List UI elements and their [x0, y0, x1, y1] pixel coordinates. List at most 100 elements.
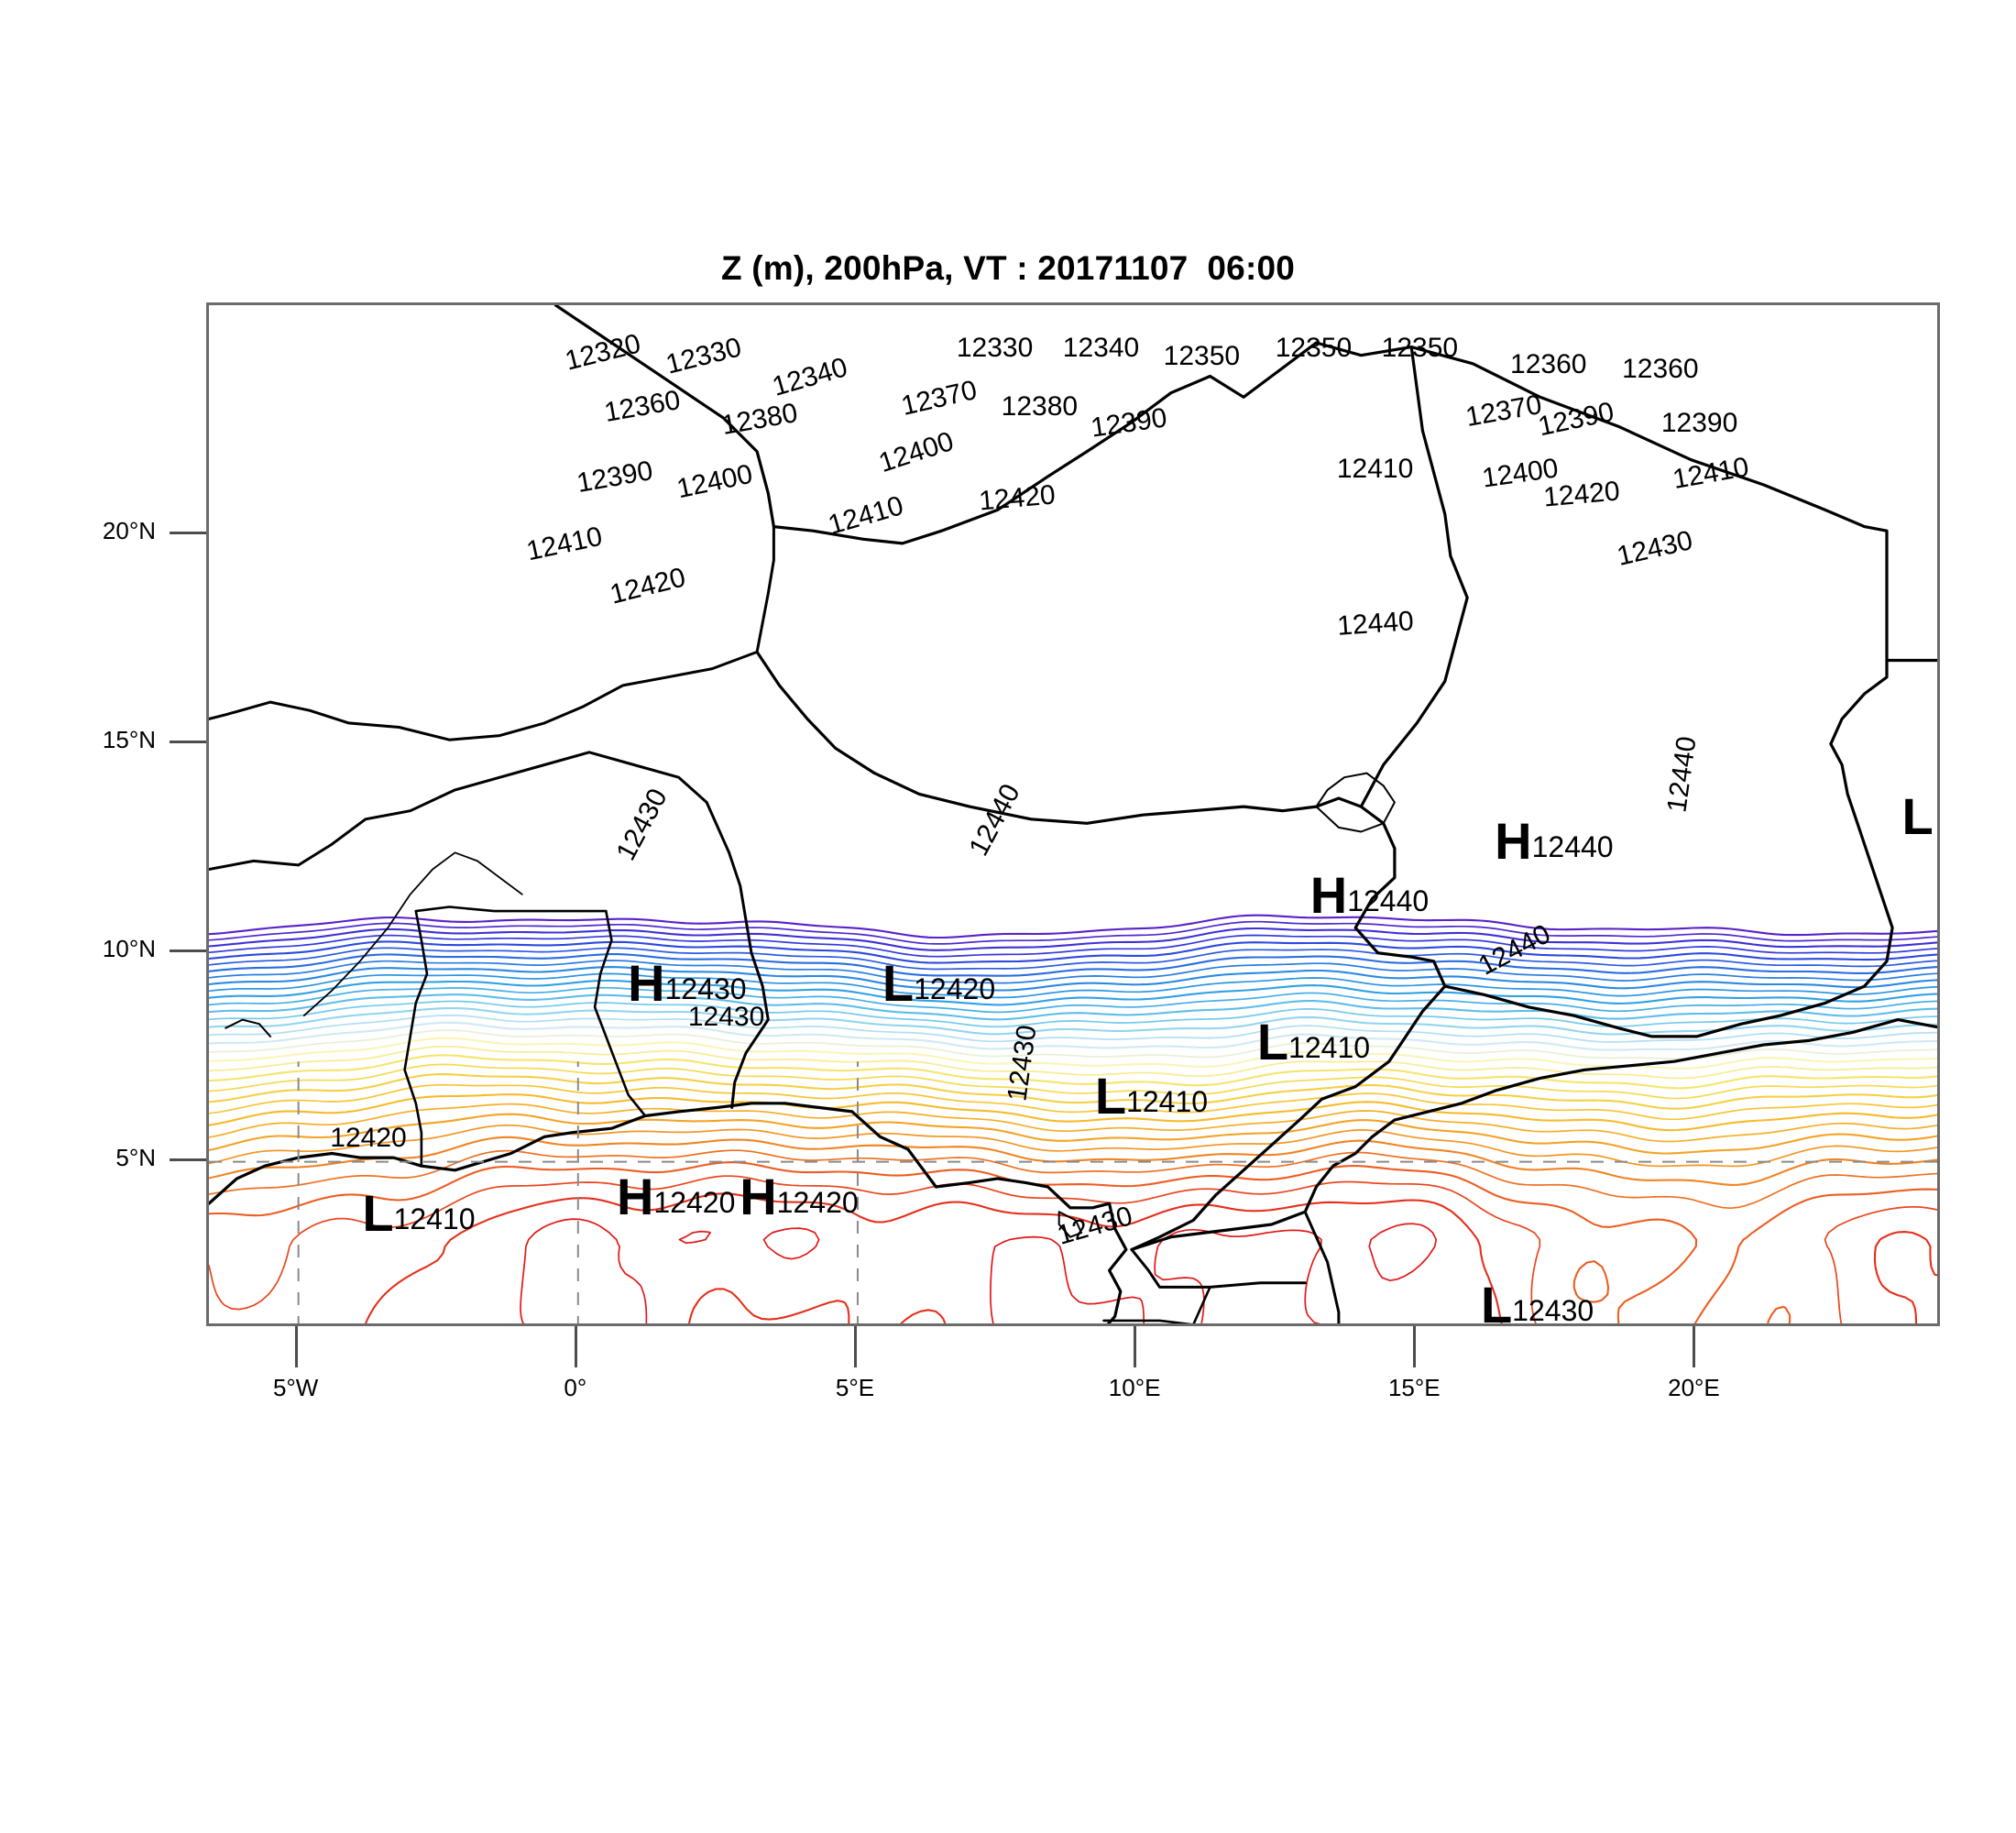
extremum-glyph: L: [1901, 786, 1934, 845]
extremum-marker-l: L12410: [1095, 1070, 1208, 1122]
map-boundary: [1443, 658, 1894, 1038]
contour-line: [1154, 1228, 1322, 1323]
x-axis-tick-label: 10°E: [1108, 1374, 1161, 1401]
y-tick-mark: [170, 531, 206, 534]
contour-line: [209, 947, 1937, 971]
page-title: Z (m), 200hPa, VT : 20171107 06:00: [720, 249, 1296, 287]
extremum-glyph: L: [1094, 1067, 1127, 1125]
contour-line: [209, 927, 1937, 951]
x-tick-mark: [853, 1326, 857, 1367]
contour-line: [762, 1227, 820, 1260]
contour-label: 12350: [1163, 341, 1241, 372]
extremum-marker-l: L12410: [362, 1187, 476, 1239]
contour-line: [1767, 1305, 1791, 1323]
contour-label: 12390: [1660, 408, 1738, 439]
contour-line: [209, 953, 1937, 977]
contour-line: [1572, 1260, 1610, 1303]
extremum-marker-h: H12430: [628, 958, 746, 1009]
extremum-value: 12420: [653, 1185, 736, 1219]
x-tick-mark: [1693, 1326, 1696, 1367]
map-boundary: [209, 751, 731, 871]
contour-line: [209, 1006, 1937, 1036]
extremum-glyph: H: [1309, 866, 1348, 925]
contour-line: [209, 1000, 1937, 1028]
extremum-marker-h: H12420: [617, 1170, 736, 1223]
contour-line: [209, 1093, 1937, 1132]
contour-line: [209, 920, 1937, 945]
contour-label: 12420: [330, 1122, 407, 1153]
contour-label: 12410: [1336, 454, 1414, 485]
contour-line: [209, 940, 1937, 964]
map-boundary: [403, 909, 429, 1168]
y-axis-tick-label: 5°N: [115, 1143, 156, 1171]
contour-label: 12420: [1542, 476, 1622, 513]
contour-line: [209, 1161, 1698, 1323]
extremum-value: 12410: [1288, 1030, 1371, 1064]
contour-label: 12430: [687, 1001, 765, 1032]
map-boundary: [755, 650, 1447, 1251]
extremum-value: 12410: [393, 1202, 476, 1235]
extremum-marker-l: L12430: [1481, 1279, 1594, 1331]
x-axis-tick-label: 5°E: [835, 1374, 875, 1401]
contour-line: [209, 914, 1937, 939]
extremum-value: 12440: [1531, 830, 1614, 864]
contour-label: 12350: [1275, 333, 1353, 364]
contour-line: [990, 1235, 1145, 1323]
contour-line: [209, 1037, 1937, 1070]
y-axis-tick-label: 20°N: [102, 516, 156, 544]
contour-line: [209, 1136, 1937, 1186]
contour-line: [209, 993, 1937, 1021]
map-boundaries: [209, 305, 1937, 1323]
contour-line: [1873, 1231, 1937, 1323]
contour-line: [1368, 1223, 1438, 1282]
map-boundary: [1130, 1247, 1307, 1289]
y-axis-tick-label: 10°N: [102, 934, 156, 962]
contour-line: [1693, 1188, 1937, 1323]
map-boundary: [414, 906, 608, 913]
contour-line: [209, 1149, 1937, 1210]
extremum-value: 12440: [1347, 884, 1430, 918]
contour-line: [209, 934, 1937, 958]
contour-lines: [209, 914, 1937, 1323]
map-boundary: [302, 851, 523, 1016]
map-boundary: [728, 851, 770, 1109]
x-axis-tick-label: 20°E: [1668, 1374, 1720, 1401]
extremum-marker-h: H12420: [740, 1167, 859, 1225]
contour-label: 12340: [1062, 333, 1140, 364]
contour-line: [209, 1103, 1937, 1143]
contour-line: [209, 966, 1937, 992]
extremum-glyph: H: [740, 1167, 777, 1225]
map-boundary: [1102, 1286, 1211, 1323]
contour-line: [209, 1054, 1937, 1090]
contour-line: [678, 1230, 711, 1245]
contour-line: [209, 1175, 1541, 1323]
x-tick-mark: [294, 1326, 298, 1367]
extremum-value: 12420: [776, 1185, 859, 1219]
extremum-value: 12420: [914, 972, 996, 1006]
extremum-value: 12410: [1126, 1085, 1209, 1119]
extremum-glyph: L: [882, 954, 915, 1013]
map-boundary: [225, 1018, 272, 1037]
extremum-glyph: L: [1256, 1012, 1289, 1070]
x-axis-tick-label: 5°W: [272, 1374, 319, 1401]
contour-map-plot[interactable]: [206, 302, 1940, 1326]
contour-line: [209, 1073, 1937, 1110]
contour-label: 12350: [1381, 333, 1459, 364]
extremum-value: 12430: [664, 972, 747, 1006]
x-tick-mark: [1413, 1326, 1417, 1367]
y-axis-tick-label: 15°N: [102, 725, 156, 753]
extremum-glyph: H: [628, 954, 665, 1013]
x-axis-tick-label: 0°: [564, 1374, 587, 1401]
map-boundary: [1359, 346, 1469, 808]
map-boundary: [209, 525, 775, 741]
contour-label: 12440: [1335, 606, 1415, 642]
contour-line: [209, 979, 1937, 1006]
contour-line: [209, 1021, 1937, 1051]
y-tick-mark: [170, 740, 206, 743]
contour-line: [688, 1288, 850, 1323]
map-boundary: [1303, 1210, 1341, 1323]
contour-line: [520, 1218, 648, 1323]
extremum-marker-l: L12420: [882, 958, 995, 1009]
contour-line: [209, 972, 1937, 999]
x-tick-mark: [1134, 1326, 1137, 1367]
